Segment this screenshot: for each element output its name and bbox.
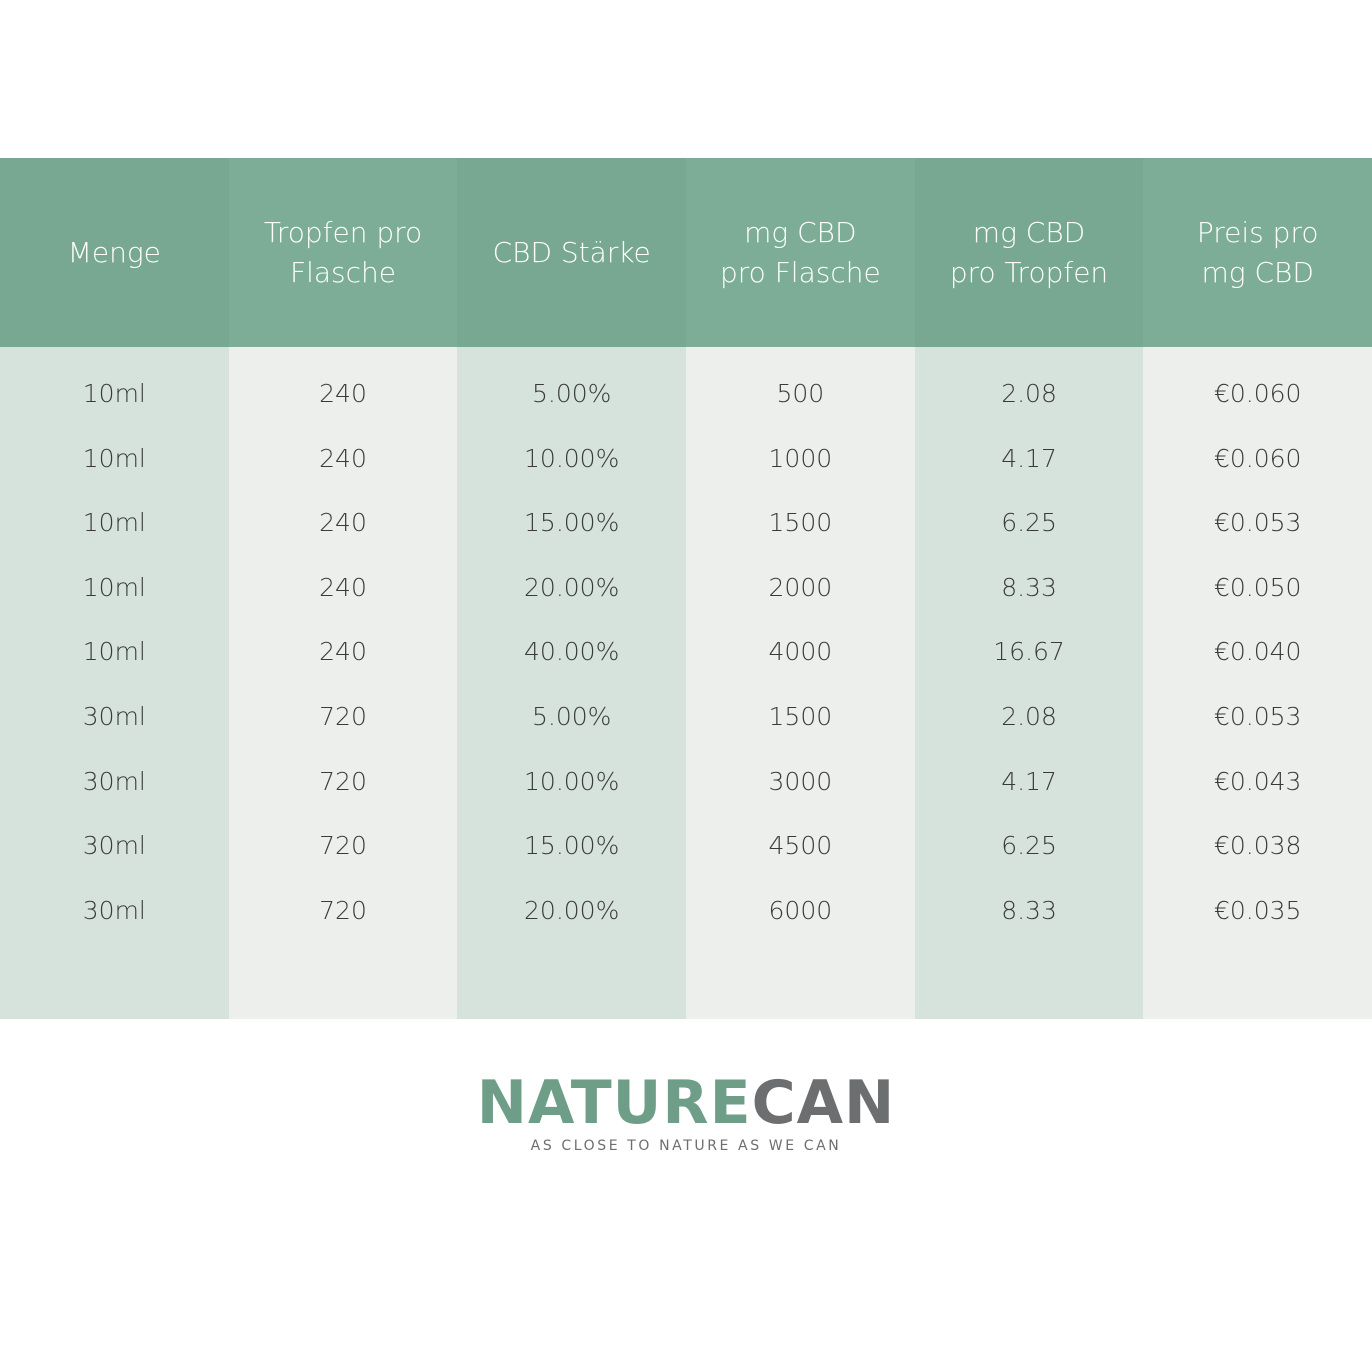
table-cell: 2.08 <box>1001 379 1057 408</box>
header-line: Menge <box>67 235 161 269</box>
column-body: 2.08 4.17 6.25 8.33 16.67 2.08 4.17 6.25 8.33 <box>914 347 1144 1019</box>
table-cell: 6.25 <box>1001 831 1057 861</box>
table-cell: 5.00% <box>531 701 612 731</box>
table-cell: 4000 <box>768 637 833 667</box>
table-cell: 10ml <box>82 379 146 408</box>
table-cell: €0.040 <box>1213 637 1302 667</box>
table-cell: 4500 <box>768 831 833 861</box>
header-line: CBD Stärke <box>492 235 651 269</box>
table-cell: 500 <box>776 379 825 408</box>
table-cell: 30ml <box>82 895 146 925</box>
table-cell: 240 <box>319 508 367 538</box>
table-cell: 16.67 <box>993 637 1065 667</box>
table: Menge 10ml 10ml 10ml 10ml 10ml 30ml 30ml 30ml 30m… <box>0 158 1372 1019</box>
table-cell: 240 <box>319 443 367 473</box>
table-cell: €0.043 <box>1213 766 1302 796</box>
table-cell: 3000 <box>768 766 833 796</box>
header-cell: Preis pro mg CBD <box>1143 158 1372 347</box>
table-cell: 10.00% <box>524 766 620 796</box>
header-cell: mg CBD pro Flasche <box>686 158 915 347</box>
table-cell: €0.060 <box>1213 379 1302 408</box>
logo: NATURECAN AS CLOSE TO NATURE AS WE CAN <box>0 1068 1372 1154</box>
table-cell: €0.053 <box>1213 701 1302 731</box>
column: mg CBD pro Flasche 500 1000 1500 2000 4000 1500… <box>686 158 915 1019</box>
table-cell: 10ml <box>82 508 146 538</box>
table-cell: 4.17 <box>1001 443 1057 473</box>
table-cell: 240 <box>319 572 367 602</box>
header-line: Flasche <box>290 255 396 289</box>
table-cell: €0.053 <box>1213 508 1302 538</box>
table-cell: 10ml <box>82 637 146 667</box>
column: CBD Stärke 5.00% 10.00% 15.00% 20.00% 40.00% 5… <box>457 158 687 1019</box>
table-cell: €0.038 <box>1213 831 1302 861</box>
header-line: mg CBD <box>744 215 857 249</box>
table-cell: €0.060 <box>1213 443 1302 473</box>
brand-first: NATURE <box>476 1068 752 1138</box>
brand: NATURECAN <box>0 1068 1372 1138</box>
column-body: 10ml 10ml 10ml 10ml 10ml 30ml 30ml 30ml 30ml <box>0 347 229 1019</box>
table-cell: €0.050 <box>1213 572 1302 602</box>
table-cell: 720 <box>319 895 367 925</box>
header-cell: Tropfen pro Flasche <box>228 158 458 347</box>
table-cell: 720 <box>319 831 367 861</box>
table-cell: 720 <box>319 701 367 731</box>
table-cell: 1000 <box>768 443 833 473</box>
brand-second: CAN <box>751 1068 896 1138</box>
table-cell: €0.035 <box>1213 895 1302 925</box>
column-body: 500 1000 1500 2000 4000 1500 3000 4500 6000 <box>686 347 915 1019</box>
table-cell: 8.33 <box>1001 895 1057 925</box>
table-cell: 6000 <box>768 895 833 925</box>
table-cell: 6.25 <box>1001 508 1057 538</box>
table-cell: 8.33 <box>1001 572 1057 602</box>
column: Preis pro mg CBD €0.060 €0.060 €0.053 €0.050 €… <box>1143 158 1372 1019</box>
table-cell: 20.00% <box>524 895 620 925</box>
table-cell: 15.00% <box>524 831 620 861</box>
table-cell: 5.00% <box>531 379 612 408</box>
table-cell: 10ml <box>82 443 146 473</box>
header-line: pro Flasche <box>720 255 881 289</box>
table-cell: 1500 <box>768 701 833 731</box>
table-cell: 1500 <box>768 508 833 538</box>
column-body: 5.00% 10.00% 15.00% 20.00% 40.00% 5.00% 10.00%… <box>457 347 687 1019</box>
header-line: Tropfen pro <box>263 215 423 249</box>
column-body: 240 240 240 240 240 720 720 720 720 <box>228 347 458 1019</box>
column-body: €0.060 €0.060 €0.053 €0.050 €0.040 €0.053 €0.0… <box>1143 347 1372 1019</box>
table-cell: 240 <box>319 379 367 408</box>
header-cell: mg CBD pro Tropfen <box>914 158 1144 347</box>
header-line: pro Tropfen <box>949 255 1109 289</box>
header-cell: Menge <box>0 158 229 347</box>
column: Tropfen pro Flasche 240 240 240 240 240 720 720 7… <box>228 158 458 1019</box>
table-cell: 10.00% <box>524 443 620 473</box>
table-cell: 2000 <box>768 572 833 602</box>
table-cell: 720 <box>319 766 367 796</box>
table-cell: 15.00% <box>524 508 620 538</box>
header-cell: CBD Stärke <box>457 158 687 347</box>
table-cell: 10ml <box>82 572 146 602</box>
table-cell: 30ml <box>82 831 146 861</box>
table-cell: 30ml <box>82 701 146 731</box>
header-line: Preis pro <box>1196 215 1319 249</box>
table-cell: 20.00% <box>524 572 620 602</box>
table-cell: 30ml <box>82 766 146 796</box>
table-cell: 2.08 <box>1001 701 1057 731</box>
header-line: mg CBD <box>972 215 1086 249</box>
header-line: mg CBD <box>1201 255 1314 289</box>
table-cell: 40.00% <box>524 637 620 667</box>
table-cell: 240 <box>319 637 367 667</box>
tagline: AS CLOSE TO NATURE AS WE CAN <box>530 1138 842 1154</box>
column: Menge 10ml 10ml 10ml 10ml 10ml 30ml 30ml 30ml 30m… <box>0 158 229 1019</box>
table-cell: 4.17 <box>1001 766 1057 796</box>
column: mg CBD pro Tropfen 2.08 4.17 6.25 8.33 16.67 2.… <box>914 158 1144 1019</box>
